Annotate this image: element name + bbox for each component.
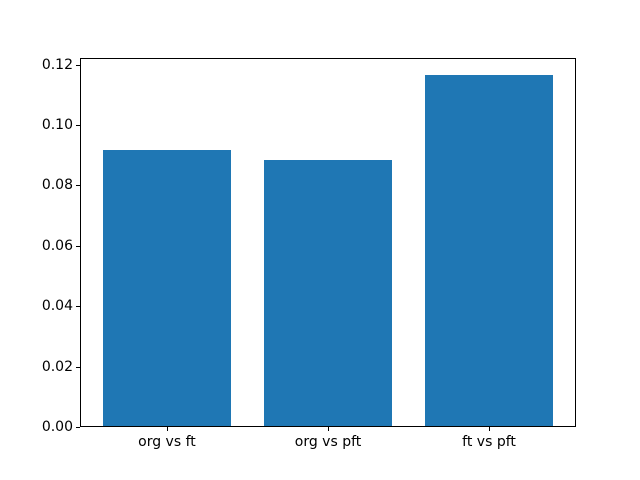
x-tick-label: org vs pft (294, 434, 362, 451)
y-tick-mark (76, 245, 80, 247)
y-tick-label: 0.04 (41, 298, 73, 315)
bar-org-vs-pft (263, 160, 393, 428)
y-tick-label: 0.06 (41, 237, 73, 254)
x-tick-mark (489, 427, 491, 432)
y-tick-label: 0.08 (41, 177, 73, 194)
x-tick-label: org vs ft (138, 434, 196, 451)
y-tick-label: 0.00 (41, 419, 73, 436)
y-tick-label: 0.02 (41, 358, 73, 375)
bar-ft-vs-pft (424, 75, 554, 428)
x-tick-mark (166, 427, 168, 432)
y-tick-mark (76, 185, 80, 187)
x-tick-label: ft vs pft (462, 434, 516, 451)
y-tick-mark (76, 64, 80, 66)
y-tick-label: 0.10 (41, 116, 73, 133)
y-tick-mark (76, 306, 80, 308)
x-tick-mark (328, 427, 329, 432)
y-tick-mark (76, 427, 80, 429)
y-tick-mark (76, 124, 80, 126)
y-tick-label: 0.12 (41, 56, 73, 73)
y-tick-mark (76, 366, 80, 368)
bar-org-vs-ft (102, 149, 232, 428)
